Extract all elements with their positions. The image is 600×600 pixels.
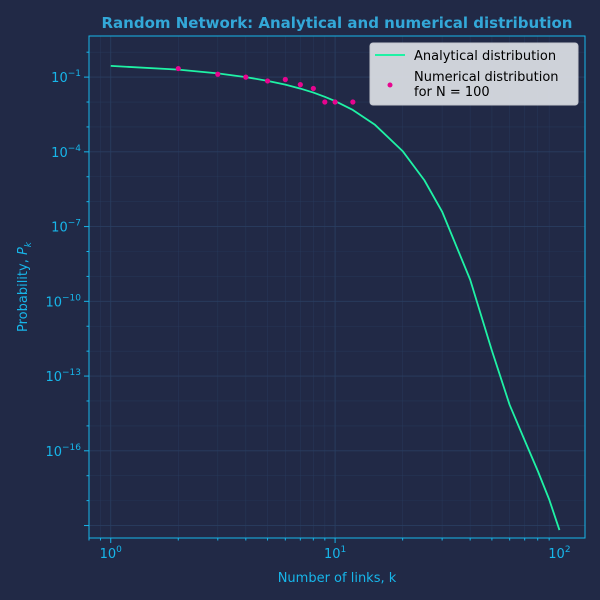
numerical-distribution-point bbox=[322, 99, 328, 105]
numerical-distribution-point bbox=[282, 76, 288, 83]
y-tick-label-base: 10 bbox=[51, 146, 68, 161]
series-layer bbox=[110, 65, 561, 531]
x-tick-label-exponent: 1 bbox=[340, 545, 346, 555]
x-tick-label-base: 10 bbox=[324, 547, 341, 562]
analytical-distribution-line bbox=[110, 65, 561, 531]
numerical-distribution-point bbox=[215, 71, 221, 77]
y-axis-label-subscript: k bbox=[24, 241, 34, 247]
y-tick-label: 10−7 bbox=[51, 219, 81, 236]
numerical-distribution-point bbox=[350, 99, 356, 105]
chart-title: Random Network: Analytical and numerical… bbox=[102, 14, 573, 32]
legend-label-analytical: Analytical distribution bbox=[414, 49, 556, 64]
y-tick-label-base: 10 bbox=[45, 445, 62, 460]
axes-frame bbox=[88, 35, 586, 539]
y-tick-label: 10−10 bbox=[45, 293, 81, 310]
x-tick-label-base: 10 bbox=[100, 547, 117, 562]
numerical-distribution-point bbox=[310, 85, 316, 92]
y-tick-label-exponent: −10 bbox=[62, 293, 81, 303]
numerical-distribution-point bbox=[332, 99, 338, 105]
y-tick-label: 10−16 bbox=[45, 443, 81, 460]
y-tick-label: 10−1 bbox=[51, 69, 81, 86]
legend-box bbox=[369, 42, 579, 106]
legend-marker-numerical bbox=[387, 82, 393, 88]
y-tick-label-base: 10 bbox=[51, 221, 68, 236]
y-tick-label-base: 10 bbox=[45, 370, 62, 385]
x-axis-label: Number of links, k bbox=[278, 571, 397, 586]
x-tick-label: 100 bbox=[100, 545, 123, 562]
numerical-distribution-point bbox=[297, 82, 303, 88]
legend-label-numerical-line: for N = 100 bbox=[414, 85, 490, 100]
y-tick-label-exponent: −16 bbox=[62, 443, 81, 453]
y-tick-label-exponent: −1 bbox=[68, 69, 81, 79]
numerical-distribution-point bbox=[175, 65, 181, 72]
x-tick-label: 101 bbox=[324, 545, 346, 562]
y-axis-label: Probability, Pk bbox=[16, 241, 34, 332]
legend: Analytical distribution Numerical distri… bbox=[369, 42, 579, 106]
y-tick-label-exponent: −7 bbox=[68, 219, 81, 229]
x-tick-label-base: 10 bbox=[548, 547, 565, 562]
x-tick-label-exponent: 0 bbox=[116, 545, 122, 555]
legend-label-numerical-line: Numerical distribution bbox=[414, 70, 559, 85]
y-tick-label-base: 10 bbox=[45, 295, 62, 310]
legend-label-numerical: Numerical distribution for N = 100 bbox=[414, 70, 559, 100]
grid bbox=[88, 36, 585, 538]
x-tick-label: 102 bbox=[548, 545, 570, 562]
numerical-distribution-point bbox=[243, 74, 249, 80]
x-tick-label-exponent: 2 bbox=[565, 545, 571, 555]
y-tick-label-exponent: −4 bbox=[68, 144, 82, 154]
y-axis-label-text: Probability, bbox=[16, 255, 31, 332]
y-tick-label: 10−4 bbox=[51, 144, 81, 161]
y-tick-label-exponent: −13 bbox=[62, 368, 81, 378]
numerical-distribution-point bbox=[264, 78, 271, 84]
y-tick-label-base: 10 bbox=[51, 71, 68, 86]
y-axis-label-symbol: P bbox=[16, 247, 31, 255]
y-tick-label: 10−13 bbox=[45, 368, 81, 385]
